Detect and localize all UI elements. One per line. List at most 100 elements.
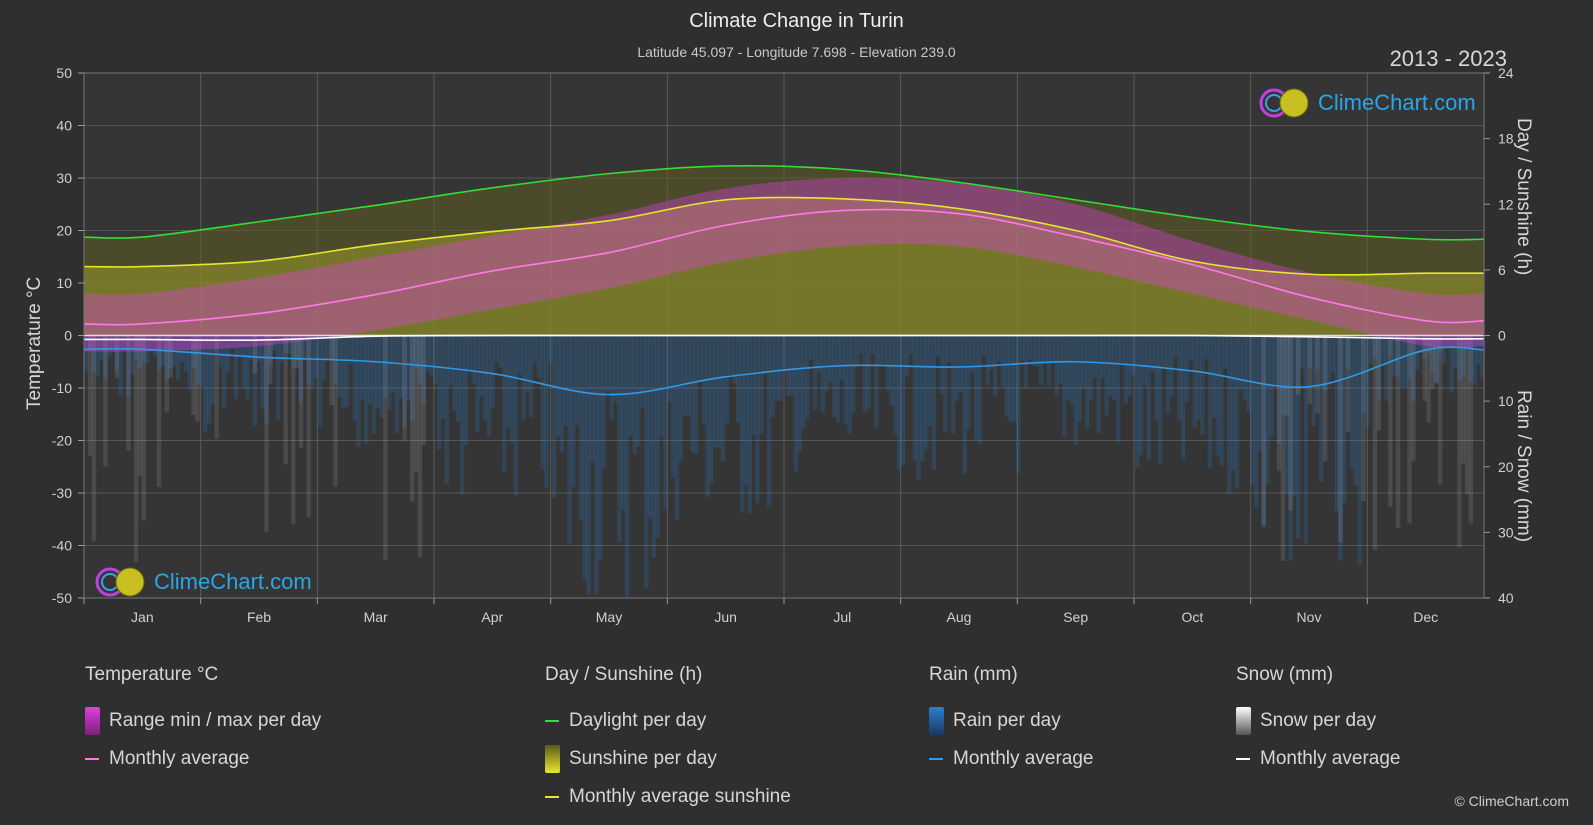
snow-bar xyxy=(87,335,93,456)
rain-bar xyxy=(586,335,591,595)
rain-bar xyxy=(659,335,664,437)
legend-label: Snow per day xyxy=(1260,710,1377,731)
rain-bar xyxy=(1280,335,1286,416)
month-label: Apr xyxy=(481,609,503,625)
rain-bar xyxy=(1319,335,1324,483)
rain-bar xyxy=(897,335,902,470)
rain-bar xyxy=(559,335,565,453)
rain-swatch xyxy=(929,707,944,735)
rain-bar xyxy=(1246,335,1251,412)
snow-bar xyxy=(421,335,426,445)
rain-bar xyxy=(1215,335,1220,457)
rain-bar xyxy=(214,335,219,351)
rain-bar xyxy=(782,335,787,369)
rain-bar xyxy=(1384,335,1389,402)
rain-bar xyxy=(1031,335,1036,367)
rain-bar xyxy=(1219,335,1224,466)
logo-bottom-left[interactable]: ClimeChart.com xyxy=(94,565,312,599)
right-tick-label: 20 xyxy=(1498,459,1514,475)
month-label: Mar xyxy=(364,609,388,625)
rain-bar xyxy=(1326,335,1332,386)
legend-label: Daylight per day xyxy=(569,710,707,731)
rain-bar xyxy=(268,335,273,364)
rain-bar xyxy=(360,335,365,400)
left-tick-label: -20 xyxy=(52,433,72,449)
rain-bar xyxy=(1188,335,1194,361)
snow-bar xyxy=(291,335,296,524)
rain-bar xyxy=(1046,335,1052,386)
rain-bar xyxy=(1023,335,1029,389)
rain-bar xyxy=(831,335,837,417)
snow-bar xyxy=(1464,335,1470,494)
rain-bar xyxy=(1150,335,1155,372)
rain-bar xyxy=(287,335,292,355)
rain-bar xyxy=(874,335,879,429)
rain-bar xyxy=(1065,335,1071,400)
rain-bar xyxy=(440,335,446,419)
legend-label: Monthly average xyxy=(953,748,1094,769)
snow-bar xyxy=(1376,335,1382,431)
snow-bar xyxy=(1426,335,1431,423)
rain-bar xyxy=(168,335,173,369)
rain-bar xyxy=(229,335,235,350)
left-tick-label: 50 xyxy=(56,65,72,81)
rain-bar xyxy=(1238,335,1243,390)
rain-bar xyxy=(1154,335,1159,422)
legend-heading: Snow (mm) xyxy=(1236,664,1334,685)
rain-bar xyxy=(1426,335,1431,353)
rain-bar xyxy=(1227,335,1232,494)
snow-bar xyxy=(1395,335,1401,528)
rain-bar xyxy=(91,335,97,372)
rain-bar xyxy=(1353,335,1359,486)
rain-bar xyxy=(881,335,887,365)
rain-bar xyxy=(306,335,311,385)
rain-bar xyxy=(187,335,192,390)
rain-bar xyxy=(709,335,714,484)
rain-bar xyxy=(302,335,308,358)
left-tick-label: 0 xyxy=(64,328,72,344)
snow-bar xyxy=(1284,335,1289,416)
rain-bar xyxy=(812,335,818,410)
rain-bar xyxy=(1395,335,1401,377)
rain-bar xyxy=(252,335,258,427)
rain-bar xyxy=(1430,335,1435,373)
snow-bar xyxy=(1437,335,1443,485)
rain-bar xyxy=(1000,335,1006,387)
snow-bar xyxy=(1276,335,1282,471)
rain-bar xyxy=(505,335,511,428)
rain-bar xyxy=(743,335,749,485)
rain-bar xyxy=(755,335,760,504)
rain-bar xyxy=(1441,335,1447,364)
rain-bar xyxy=(1449,335,1454,393)
rain-bar xyxy=(1077,335,1082,422)
snow-bar xyxy=(1434,335,1439,383)
snow-bar xyxy=(1430,335,1435,389)
rain-bar xyxy=(1177,335,1182,421)
rain-bar xyxy=(329,335,334,360)
snow-bar xyxy=(298,335,304,448)
line-swatch xyxy=(929,758,943,760)
rain-bar xyxy=(962,335,967,474)
rain-bar xyxy=(889,335,894,406)
rain-bar xyxy=(340,335,346,408)
rain-bar xyxy=(808,335,814,360)
rain-bar xyxy=(927,335,933,427)
rain-bar xyxy=(973,335,979,441)
rain-bar xyxy=(256,335,262,362)
rain-bar xyxy=(820,335,825,412)
rain-bar xyxy=(1284,335,1289,494)
rain-bar xyxy=(410,335,415,421)
rain-bar xyxy=(348,335,354,364)
rain-bar xyxy=(502,335,507,472)
legend-label: Monthly average sunshine xyxy=(569,786,791,807)
rain-bar xyxy=(137,335,143,369)
month-label: Aug xyxy=(947,609,972,625)
snow-avg-line xyxy=(83,334,1485,342)
rain-bar xyxy=(954,335,960,402)
rain-bar xyxy=(352,335,357,421)
month-label: Feb xyxy=(247,609,271,625)
legend-temperature: Temperature °C Range min / max per day M… xyxy=(85,664,321,778)
rain-bar xyxy=(494,335,499,363)
rain-bar xyxy=(1062,335,1067,438)
logo-top-right[interactable]: ClimeChart.com xyxy=(1258,86,1476,120)
